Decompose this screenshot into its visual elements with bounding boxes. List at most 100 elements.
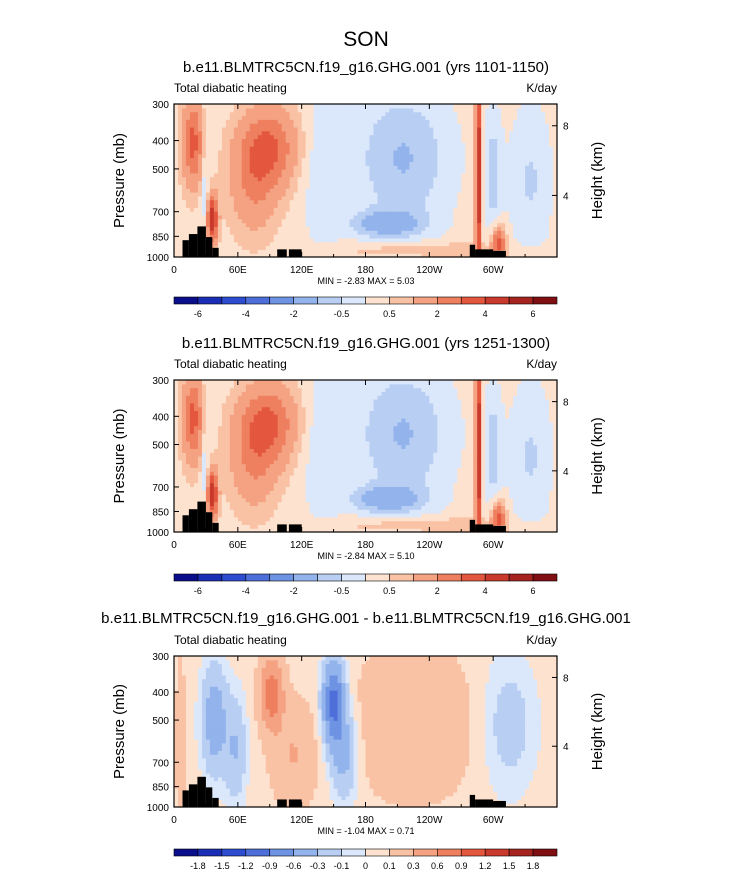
contour-fill	[174, 104, 558, 258]
contour-cell	[465, 180, 470, 185]
contour-cell	[545, 237, 550, 243]
contour-cell	[505, 199, 510, 205]
contour-cell	[545, 234, 550, 239]
contour-cell	[213, 437, 219, 442]
contour-cell	[357, 237, 363, 243]
contour-cell	[273, 459, 279, 465]
contour-cell	[249, 230, 255, 235]
colorbar-box	[197, 296, 223, 305]
contour-cell	[261, 383, 267, 389]
contour-cell	[485, 230, 490, 235]
contour-cell	[437, 123, 442, 128]
contour-cell	[265, 383, 271, 389]
contour-cell	[213, 195, 219, 201]
contour-cell	[537, 188, 542, 193]
contour-cell	[213, 475, 219, 480]
contour-cell	[417, 142, 422, 147]
contour-cell	[174, 494, 179, 499]
contour-cell	[269, 165, 275, 170]
contour-cell	[253, 387, 259, 392]
contour-cell	[405, 211, 410, 216]
contour-cell	[393, 195, 399, 201]
contour-cell	[245, 437, 251, 442]
contour-cell	[361, 253, 367, 258]
contour-cell	[485, 126, 490, 132]
contour-cell	[265, 222, 271, 227]
contour-cell	[441, 172, 446, 178]
contour-cell	[525, 237, 530, 243]
contour-cell	[505, 161, 510, 166]
contour-cell	[225, 149, 231, 155]
contour-cell	[553, 111, 558, 117]
contour-cell	[209, 383, 215, 389]
contour-cell	[213, 203, 219, 208]
contour-cell	[249, 402, 255, 408]
contour-cell	[545, 126, 550, 132]
contour-cell	[485, 107, 490, 113]
contour-cell	[473, 234, 478, 239]
contour-cell	[457, 149, 462, 155]
contour-cell	[457, 134, 462, 140]
contour-cell	[205, 222, 211, 227]
contour-cell	[377, 153, 383, 159]
contour-cell	[177, 528, 183, 533]
contour-cell	[189, 459, 195, 465]
contour-cell	[545, 111, 550, 117]
contour-cell	[429, 107, 434, 113]
contour-cell	[285, 169, 291, 174]
contour-cell	[281, 134, 287, 140]
contour-cell	[313, 142, 319, 147]
contour-cell	[217, 501, 223, 506]
contour-cell	[253, 418, 259, 423]
contour-cell	[505, 176, 510, 182]
contour-cell	[313, 211, 319, 216]
contour-cell	[529, 119, 534, 124]
contour-cell	[241, 107, 247, 113]
contour-cell	[305, 191, 311, 197]
contour-cell	[533, 115, 538, 120]
contour-cell	[517, 134, 522, 140]
contour-cell	[289, 184, 295, 189]
contour-cell	[497, 214, 502, 220]
contour-cell	[417, 226, 422, 231]
contour-cell	[345, 241, 351, 247]
contour-cell	[181, 184, 187, 189]
contour-cell	[377, 241, 383, 247]
contour-cell	[309, 184, 315, 189]
contour-cell	[473, 138, 478, 143]
contour-cell	[209, 218, 215, 224]
contour-cell	[177, 138, 183, 143]
contour-cell	[509, 176, 514, 182]
contour-cell	[317, 191, 323, 197]
contour-cell	[241, 425, 247, 430]
contour-cell	[193, 230, 199, 235]
contour-cell	[309, 111, 315, 117]
contour-cell	[174, 126, 179, 132]
contour-cell	[393, 130, 399, 136]
contour-cell	[174, 467, 179, 472]
contour-cell	[321, 165, 327, 170]
contour-cell	[217, 245, 223, 250]
contour-cell	[489, 180, 494, 185]
contour-cell	[497, 211, 502, 216]
contour-cell	[265, 153, 271, 159]
contour-cell	[193, 391, 199, 396]
contour-cell	[317, 203, 323, 208]
contour-cell	[217, 387, 223, 392]
contour-cell	[385, 249, 391, 254]
contour-cell	[293, 149, 299, 155]
contour-cell	[281, 184, 287, 189]
contour-cell	[505, 180, 510, 185]
contour-cell	[481, 241, 486, 247]
contour-cell	[197, 494, 203, 499]
contour-cell	[269, 456, 275, 461]
contour-cell	[321, 249, 327, 254]
contour-cell	[485, 180, 490, 185]
contour-cell	[453, 199, 458, 205]
contour-cell	[321, 226, 327, 231]
contour-cell	[233, 528, 239, 533]
contour-cell	[241, 459, 247, 465]
contour-cell	[393, 126, 399, 132]
contour-cell	[269, 383, 275, 389]
contour-cell	[341, 230, 347, 235]
